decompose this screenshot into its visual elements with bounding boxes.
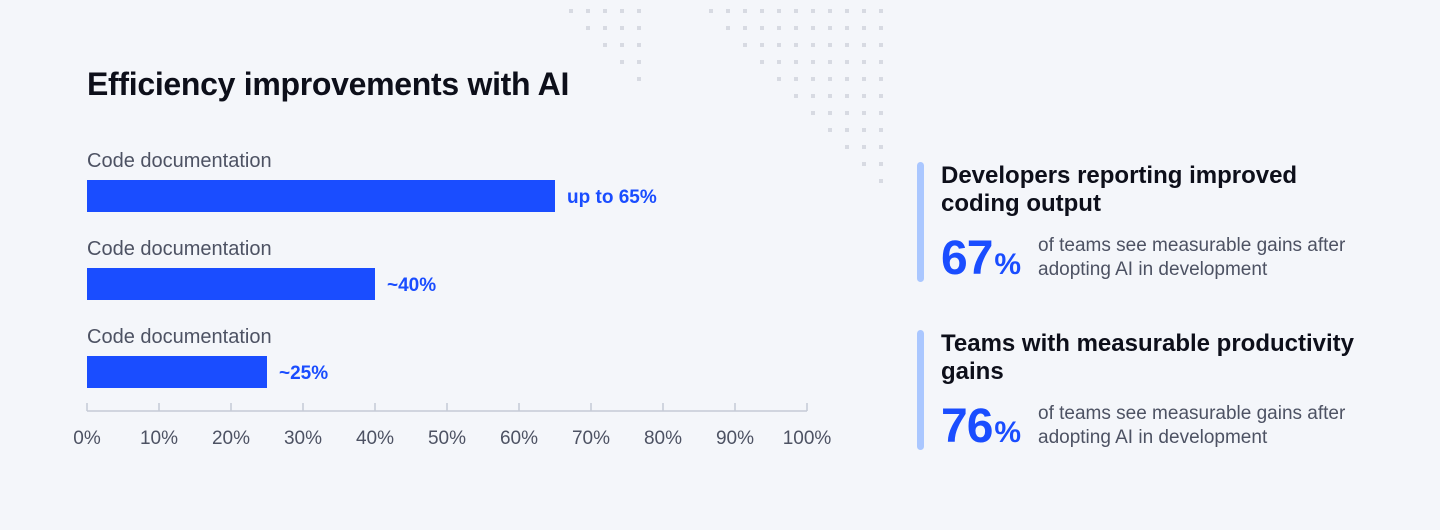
stat-description: of teams see measurable gains after adop… [1038, 403, 1346, 448]
category-label: Code documentation [87, 326, 272, 348]
stat-title: Teams with measurable productivity gains [941, 330, 1355, 385]
category-label: Code documentation [87, 150, 272, 172]
bar-chart: Code documentation up to 65% Code document… [73, 150, 832, 449]
stat-value: 67 [941, 232, 993, 285]
x-tick-label: 90% [716, 428, 754, 449]
bar [87, 356, 267, 388]
stat-description: of teams see measurable gains after adop… [1038, 235, 1346, 280]
stat-title: Developers reporting improved coding out… [941, 162, 1298, 217]
value-label: ~40% [387, 275, 436, 296]
stat-card-productivity-gains: Teams with measurable productivity gains… [917, 330, 1387, 452]
x-tick-label: 60% [500, 428, 538, 449]
stat-card-coding-output: Developers reporting improved coding out… [917, 162, 1387, 284]
x-tick-label: 100% [783, 428, 832, 449]
stat-number: 67% [941, 234, 1021, 284]
bar [87, 180, 555, 212]
x-tick-label: 20% [212, 428, 250, 449]
value-label: up to 65% [567, 187, 657, 208]
stat-number: 76% [941, 402, 1021, 452]
stat-accent-bar [917, 330, 924, 450]
stat-accent-bar [917, 162, 924, 282]
x-tick-label: 50% [428, 428, 466, 449]
chart-title: Efficiency improvements with AI [87, 66, 570, 102]
category-label: Code documentation [87, 238, 272, 260]
stat-unit: % [994, 248, 1022, 281]
x-tick-label: 0% [73, 428, 101, 449]
stat-value: 76 [941, 400, 993, 453]
value-label: ~25% [279, 363, 328, 384]
x-tick-label: 40% [356, 428, 394, 449]
bar [87, 268, 375, 300]
x-tick-label: 30% [284, 428, 322, 449]
stat-unit: % [994, 416, 1022, 449]
x-tick-label: 70% [572, 428, 610, 449]
x-tick-label: 10% [140, 428, 178, 449]
x-tick-label: 80% [644, 428, 682, 449]
